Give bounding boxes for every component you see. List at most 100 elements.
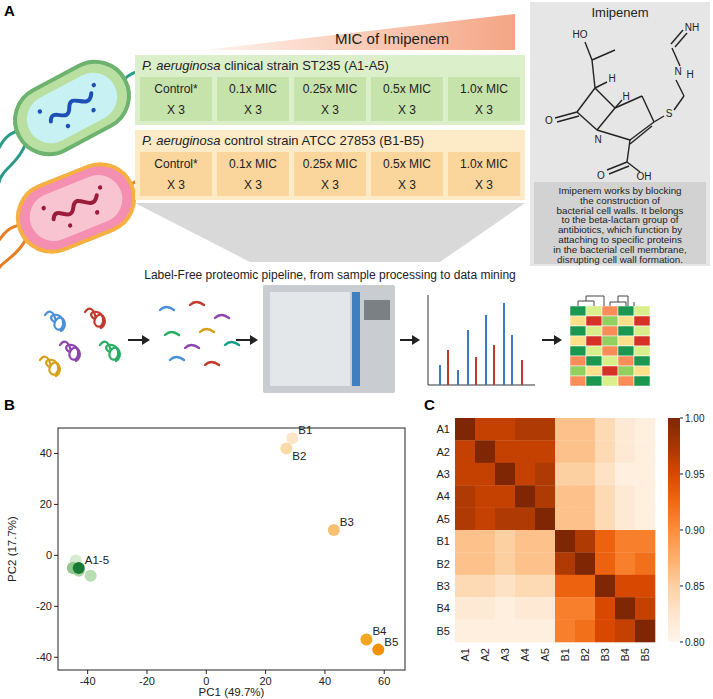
point	[73, 562, 85, 574]
bond	[630, 126, 652, 144]
condition: Control*	[154, 82, 198, 96]
icon-cell	[570, 346, 586, 356]
bond	[595, 88, 615, 108]
y-tick-label: -20	[36, 600, 52, 612]
heat-cell	[495, 575, 515, 598]
atom: H	[608, 73, 615, 84]
point-label: B3	[340, 516, 354, 528]
heat-cell	[575, 418, 595, 441]
panel-letter: C	[424, 396, 435, 413]
atom: O	[545, 115, 553, 126]
heat-cell	[495, 597, 515, 620]
heat-cell	[475, 575, 495, 598]
x-tick	[324, 670, 325, 674]
replicates: X 3	[398, 103, 416, 117]
arrow	[400, 339, 414, 341]
y-tick-label: -40	[36, 651, 52, 663]
icon-cell	[570, 326, 586, 336]
point-labels: A1-5B1B2B3B4B5	[85, 424, 399, 647]
spectrum-peak	[521, 360, 523, 385]
heat-cell	[595, 485, 615, 508]
icon-cell	[618, 326, 634, 336]
heat-cell	[595, 418, 615, 441]
heat-cell	[635, 597, 655, 620]
description-line: disrupting cell wall formation.	[557, 254, 683, 265]
heat-cell	[575, 530, 595, 553]
heat-cell	[495, 440, 515, 463]
heat-cell	[595, 597, 615, 620]
heat-cell	[555, 463, 575, 486]
heat-cell	[595, 575, 615, 598]
strain-title: P. aeruginosa clinical strain ST235 (A1-…	[142, 58, 389, 73]
heat-cell	[495, 508, 515, 531]
heat-cell	[635, 530, 655, 553]
icon-cell	[586, 356, 602, 366]
icon-cell	[634, 356, 650, 366]
spectrum-peak	[447, 350, 449, 385]
point-label: A1-5	[85, 554, 109, 566]
heat-cell	[555, 440, 575, 463]
heat-cell	[555, 530, 575, 553]
heat-cell	[615, 508, 635, 531]
heat-cell	[495, 530, 515, 553]
ribosome	[67, 223, 73, 229]
heat-cell	[455, 597, 475, 620]
icon-cell	[586, 316, 602, 326]
heat-cell	[455, 620, 475, 643]
heat-cell	[535, 440, 555, 463]
icon-cell	[586, 376, 602, 386]
ribosome	[97, 185, 103, 191]
ribosome	[65, 123, 71, 129]
condition-cell	[294, 152, 366, 196]
condition: 0.25x MIC	[303, 157, 358, 171]
row-label: B2	[437, 558, 450, 570]
point-label: B5	[384, 636, 398, 648]
heat-cell	[455, 552, 475, 575]
peptide	[200, 329, 214, 332]
replicates: X 3	[475, 103, 493, 117]
funnel	[135, 203, 525, 262]
colorbar-tick	[680, 642, 683, 643]
x-tick-label: 60	[378, 675, 390, 687]
point	[286, 432, 298, 444]
icon-cell	[570, 356, 586, 366]
heat-cell	[595, 463, 615, 486]
col-label: B5	[639, 648, 651, 661]
row-label: A2	[437, 446, 450, 458]
arrow	[542, 339, 556, 341]
icon-cell	[570, 336, 586, 346]
bond	[615, 100, 622, 108]
row-label: B5	[437, 625, 450, 637]
condition: 1.0x MIC	[460, 82, 508, 96]
heat-cell	[635, 440, 655, 463]
replicates: X 3	[167, 103, 185, 117]
heat-cell	[535, 463, 555, 486]
heat-cell	[575, 620, 595, 643]
point-label: B2	[292, 450, 306, 462]
heat-cell	[615, 552, 635, 575]
bond	[592, 60, 595, 88]
condition: 0.1x MIC	[229, 82, 277, 96]
species: P. aeruginosa	[142, 58, 221, 73]
arrow	[128, 339, 144, 341]
row-label: A1	[437, 423, 450, 435]
heat-cell	[575, 552, 595, 575]
ribosome	[37, 109, 43, 115]
icon-cell	[618, 376, 634, 386]
condition-cell	[217, 152, 289, 196]
peptide	[185, 345, 199, 348]
bond	[675, 33, 687, 47]
heat-cell	[535, 485, 555, 508]
heat-cell	[455, 418, 475, 441]
atom: NH	[685, 22, 699, 33]
condition-cell	[371, 152, 443, 196]
heat-cell	[575, 463, 595, 486]
peptide	[160, 307, 174, 310]
heat-cell	[635, 552, 655, 575]
bond	[607, 162, 627, 170]
heat-cell	[635, 418, 655, 441]
icon-cell	[570, 376, 586, 386]
peptide	[215, 315, 229, 318]
icon-cell	[634, 376, 650, 386]
arrow	[236, 339, 252, 341]
